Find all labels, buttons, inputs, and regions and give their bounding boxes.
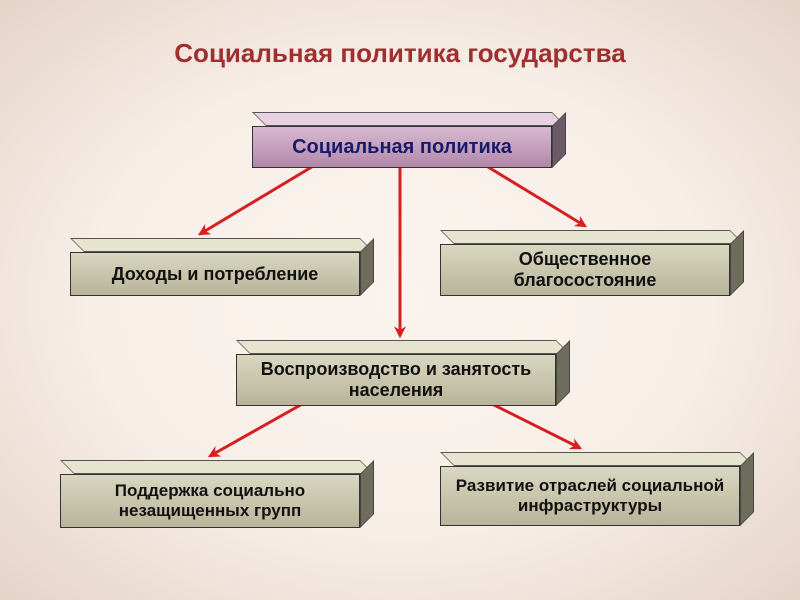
block-mid: Воспроизводство и занятость населения (236, 340, 570, 406)
block-left2-face: Поддержка социально незащищенных групп (60, 474, 360, 528)
block-left2: Поддержка социально незащищенных групп (60, 460, 374, 528)
block-left2-label: Поддержка социально незащищенных групп (69, 481, 351, 520)
block-right1-face: Общественное благосостояние (440, 244, 730, 296)
block-top-face: Социальная политика (252, 126, 552, 168)
block-right1: Общественное благосостояние (440, 230, 744, 296)
block-right2-label: Развитие отраслей социальной инфраструкт… (449, 476, 731, 515)
block-mid-face: Воспроизводство и занятость населения (236, 354, 556, 406)
page-title: Социальная политика государства (0, 38, 800, 69)
title-text: Социальная политика государства (174, 38, 625, 68)
block-right2-face: Развитие отраслей социальной инфраструкт… (440, 466, 740, 526)
block-left1-label: Доходы и потребление (112, 264, 319, 285)
block-top: Социальная политика (252, 112, 566, 168)
block-top-label: Социальная политика (292, 136, 512, 159)
block-right1-label: Общественное благосостояние (449, 249, 721, 290)
block-right2: Развитие отраслей социальной инфраструкт… (440, 452, 754, 526)
block-mid-label: Воспроизводство и занятость населения (245, 359, 547, 400)
block-left1: Доходы и потребление (70, 238, 374, 296)
block-left1-face: Доходы и потребление (70, 252, 360, 296)
